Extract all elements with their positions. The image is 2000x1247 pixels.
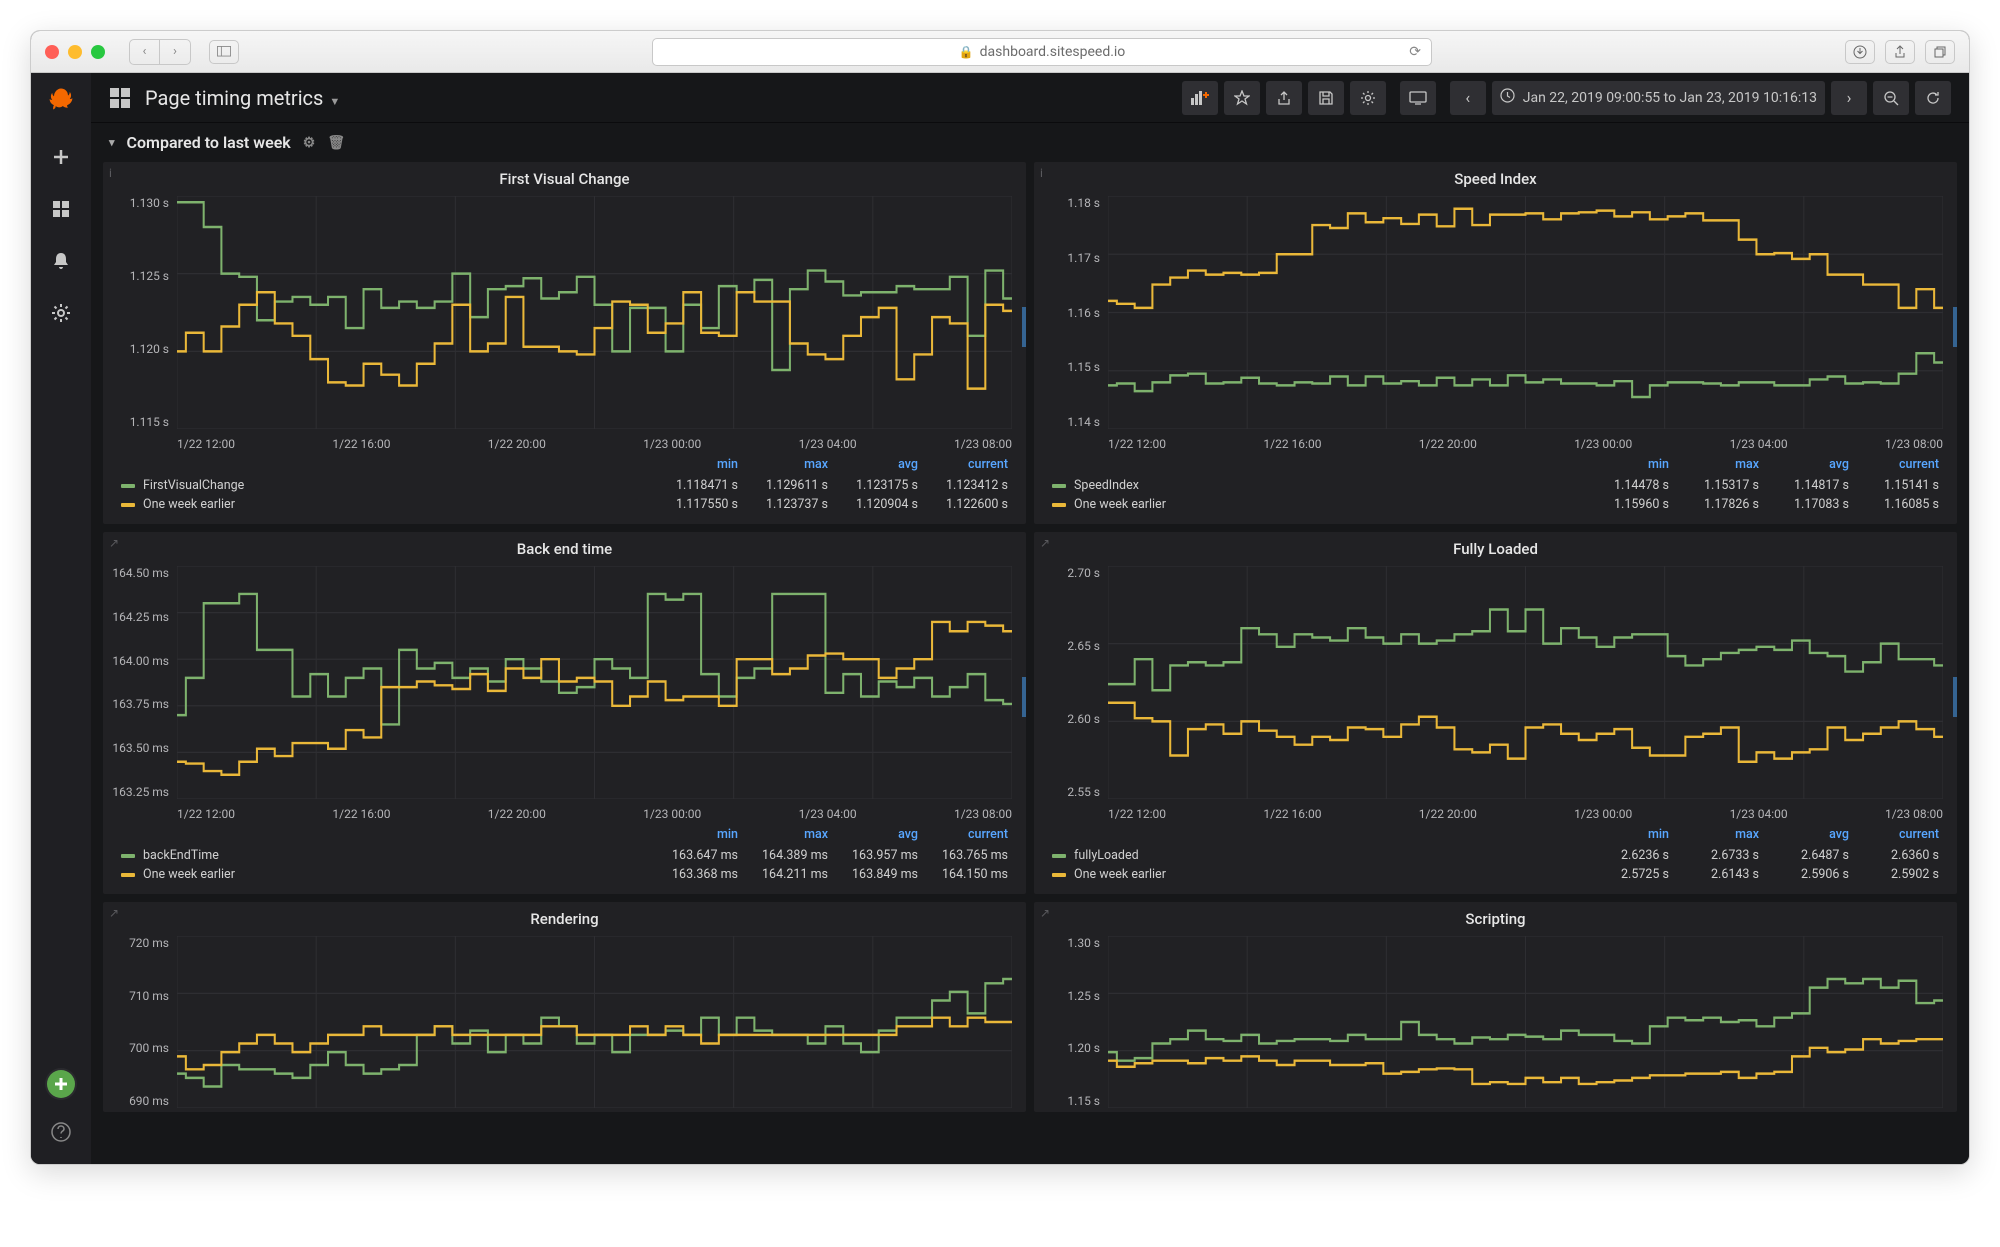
maximize-window-button[interactable] [91, 45, 105, 59]
help-icon[interactable] [49, 1120, 73, 1144]
dashboard-title-text: Page timing metrics [145, 86, 323, 110]
y-axis-labels: 1.18 s1.17 s1.16 s1.15 s1.14 s [1042, 196, 1106, 429]
row-header[interactable]: ▾ Compared to last week ⚙ 🗑 [91, 123, 1969, 162]
dashboards-icon[interactable] [49, 197, 73, 221]
legend-row[interactable]: One week earlier1.15960 s1.17826 s1.1708… [1052, 495, 1939, 514]
legend-row[interactable]: backEndTime163.647 ms164.389 ms163.957 m… [121, 846, 1008, 865]
time-range-picker[interactable]: Jan 22, 2019 09:00:55 to Jan 23, 2019 10… [1492, 81, 1825, 115]
panel-rendering[interactable]: ↗ Rendering 720 ms710 ms700 ms690 ms [103, 902, 1026, 1112]
url-text: dashboard.sitespeed.io [980, 44, 1126, 60]
chart-plot[interactable] [1108, 936, 1943, 1108]
legend-row[interactable]: One week earlier163.368 ms164.211 ms163.… [121, 865, 1008, 884]
x-axis-labels: 1/22 12:001/22 16:001/22 20:001/23 00:00… [103, 803, 1026, 823]
y-axis-labels: 1.130 s1.125 s1.120 s1.115 s [111, 196, 175, 429]
x-axis-labels: 1/22 12:001/22 16:001/22 20:001/23 00:00… [1034, 803, 1957, 823]
reload-button[interactable]: ⟳ [1409, 44, 1421, 60]
panel-corner-icon[interactable]: ↗ [1040, 536, 1050, 550]
panel-legend: minmaxavgcurrentbackEndTime163.647 ms164… [103, 823, 1026, 894]
star-button[interactable] [1224, 81, 1260, 115]
add-panel-button[interactable] [1182, 81, 1218, 115]
alerts-icon[interactable] [49, 249, 73, 273]
panel-title: Scripting [1034, 902, 1957, 932]
panel-corner-icon[interactable]: ↗ [109, 536, 119, 550]
row-settings-icon[interactable]: ⚙ [303, 135, 316, 151]
panel-corner-icon[interactable]: ↗ [1040, 906, 1050, 920]
panel-corner-icon[interactable]: i [109, 166, 112, 180]
scroll-indicator [1953, 307, 1957, 347]
dashboard-topbar: Page timing metrics ▼ ‹ Jan 22, 2019 09:0… [91, 73, 1969, 123]
panel-title: Speed Index [1034, 162, 1957, 192]
nav-back-forward: ‹ › [129, 39, 191, 65]
legend-row[interactable]: One week earlier2.5725 s2.6143 s2.5906 s… [1052, 865, 1939, 884]
browser-actions [1845, 40, 1955, 64]
y-axis-labels: 1.30 s1.25 s1.20 s1.15 s [1042, 936, 1106, 1108]
scroll-indicator [1953, 677, 1957, 717]
add-icon[interactable] [49, 145, 73, 169]
window-controls [45, 45, 105, 59]
chevron-down-icon: ▾ [109, 136, 115, 149]
sidebar-toggle-button[interactable] [209, 40, 239, 64]
settings-icon[interactable] [49, 301, 73, 325]
chart-plot[interactable] [177, 566, 1012, 799]
dashboard-icon[interactable] [109, 87, 131, 109]
time-range-back-button[interactable]: ‹ [1450, 81, 1486, 115]
lock-icon: 🔒 [959, 45, 974, 59]
grafana-sidebar [31, 73, 91, 1164]
row-delete-icon[interactable]: 🗑 [327, 135, 345, 151]
user-avatar[interactable] [47, 1070, 75, 1098]
panel-title: Back end time [103, 532, 1026, 562]
y-axis-labels: 2.70 s2.65 s2.60 s2.55 s [1042, 566, 1106, 799]
panel-title: Rendering [103, 902, 1026, 932]
chart-plot[interactable] [177, 936, 1012, 1108]
dashboard-title[interactable]: Page timing metrics ▼ [145, 86, 340, 110]
close-window-button[interactable] [45, 45, 59, 59]
panel-title: Fully Loaded [1034, 532, 1957, 562]
y-axis-labels: 720 ms710 ms700 ms690 ms [111, 936, 175, 1108]
panel-corner-icon[interactable]: ↗ [109, 906, 119, 920]
row-title: Compared to last week [127, 133, 291, 152]
cycle-view-button[interactable] [1400, 81, 1436, 115]
legend-row[interactable]: FirstVisualChange1.118471 s1.129611 s1.1… [121, 476, 1008, 495]
scroll-indicator [1022, 677, 1026, 717]
zoom-out-button[interactable] [1873, 81, 1909, 115]
url-bar[interactable]: 🔒 dashboard.sitespeed.io ⟳ [652, 38, 1432, 66]
save-button[interactable] [1308, 81, 1344, 115]
clock-icon [1500, 88, 1515, 107]
chart-plot[interactable] [1108, 566, 1943, 799]
chart-plot[interactable] [1108, 196, 1943, 429]
forward-button[interactable]: › [160, 40, 190, 64]
share-dashboard-button[interactable] [1266, 81, 1302, 115]
time-range-text: Jan 22, 2019 09:00:55 to Jan 23, 2019 10… [1523, 90, 1817, 106]
grafana-logo[interactable] [47, 85, 75, 117]
panel-fully-loaded[interactable]: ↗ Fully Loaded 2.70 s2.65 s2.60 s2.55 s … [1034, 532, 1957, 894]
time-range-forward-button[interactable]: › [1831, 81, 1867, 115]
panel-legend: minmaxavgcurrentfullyLoaded2.6236 s2.673… [1034, 823, 1957, 894]
chart-plot[interactable] [177, 196, 1012, 429]
panel-title: First Visual Change [103, 162, 1026, 192]
back-button[interactable]: ‹ [130, 40, 160, 64]
dashboard-settings-button[interactable] [1350, 81, 1386, 115]
panel-corner-icon[interactable]: i [1040, 166, 1043, 180]
share-button[interactable] [1885, 40, 1915, 64]
legend-row[interactable]: fullyLoaded2.6236 s2.6733 s2.6487 s2.636… [1052, 846, 1939, 865]
browser-chrome: ‹ › 🔒 dashboard.sitespeed.io ⟳ [31, 31, 1969, 73]
chevron-down-icon: ▼ [329, 95, 340, 108]
panel-legend: minmaxavgcurrentFirstVisualChange1.11847… [103, 453, 1026, 524]
downloads-button[interactable] [1845, 40, 1875, 64]
panel-back-end-time[interactable]: ↗ Back end time 164.50 ms164.25 ms164.00… [103, 532, 1026, 894]
y-axis-labels: 164.50 ms164.25 ms164.00 ms163.75 ms163.… [111, 566, 175, 799]
panel-scripting[interactable]: ↗ Scripting 1.30 s1.25 s1.20 s1.15 s [1034, 902, 1957, 1112]
minimize-window-button[interactable] [68, 45, 82, 59]
panel-speed-index[interactable]: i Speed Index 1.18 s1.17 s1.16 s1.15 s1.… [1034, 162, 1957, 524]
x-axis-labels: 1/22 12:001/22 16:001/22 20:001/23 00:00… [1034, 433, 1957, 453]
legend-row[interactable]: SpeedIndex1.14478 s1.15317 s1.14817 s1.1… [1052, 476, 1939, 495]
legend-row[interactable]: One week earlier1.117550 s1.123737 s1.12… [121, 495, 1008, 514]
refresh-button[interactable] [1915, 81, 1951, 115]
panel-legend: minmaxavgcurrentSpeedIndex1.14478 s1.153… [1034, 453, 1957, 524]
tabs-button[interactable] [1925, 40, 1955, 64]
panel-first-visual-change[interactable]: i First Visual Change 1.130 s1.125 s1.12… [103, 162, 1026, 524]
x-axis-labels: 1/22 12:001/22 16:001/22 20:001/23 00:00… [103, 433, 1026, 453]
scroll-indicator [1022, 307, 1026, 347]
